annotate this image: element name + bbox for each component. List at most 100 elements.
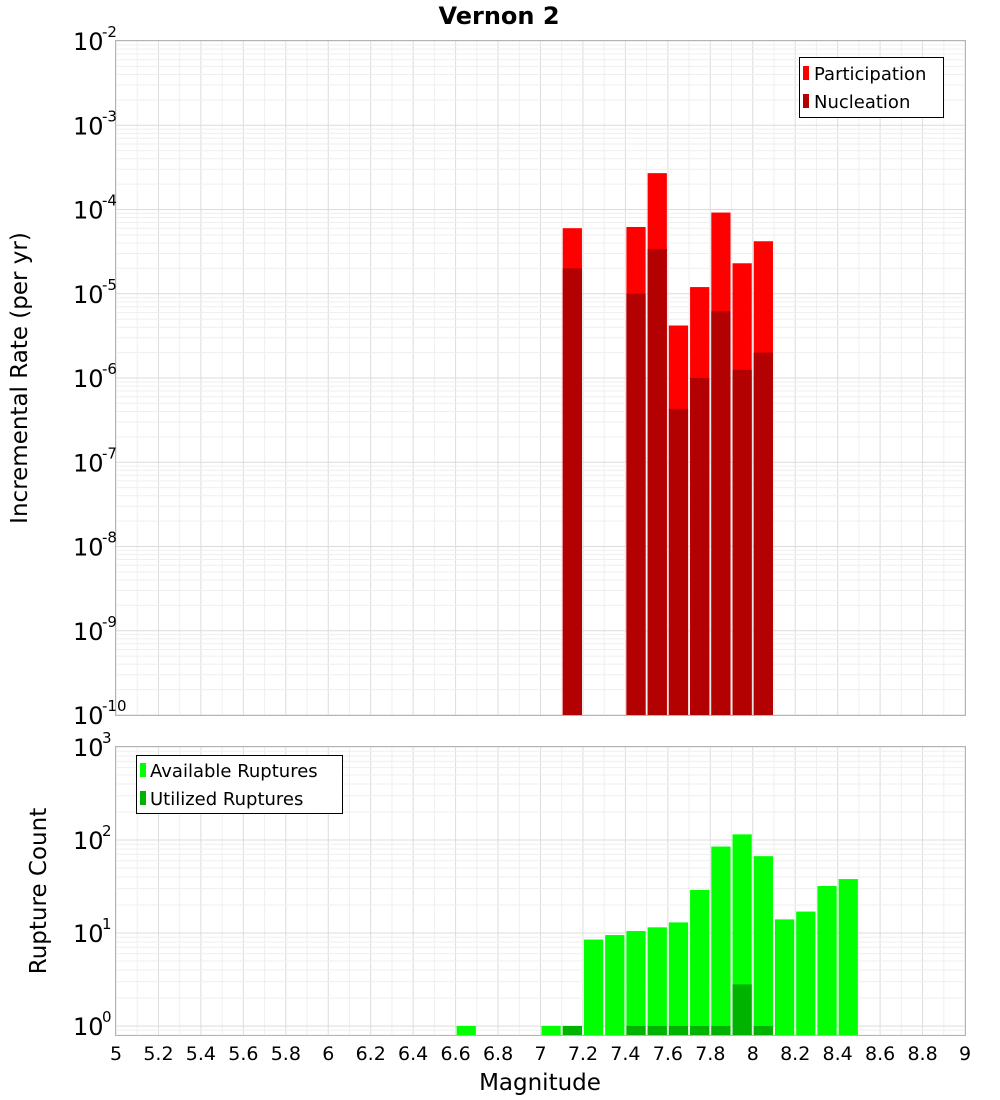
x-tick-label: 6.8 bbox=[483, 1043, 513, 1065]
bottom-y-tick-exponent: 1 bbox=[102, 915, 112, 933]
top-y-tick-label: 10-10 bbox=[73, 697, 127, 730]
top-y-tick-label: 10-7 bbox=[73, 444, 117, 477]
bottom-bar-utilized-ruptures bbox=[711, 1025, 731, 1035]
x-tick-label: 8.2 bbox=[780, 1043, 810, 1065]
legend-nucleation-label: Nucleation bbox=[814, 92, 910, 113]
bottom-y-tick-exponent: 0 bbox=[102, 1008, 112, 1026]
bottom-bar-utilized-ruptures bbox=[690, 1025, 710, 1035]
top-plot-frame bbox=[115, 40, 966, 716]
x-tick-label: 8.8 bbox=[907, 1043, 937, 1065]
top-y-tick-label: 10-4 bbox=[73, 192, 117, 225]
x-tick-label: 7 bbox=[534, 1043, 546, 1065]
top-y-tick-base: 10 bbox=[73, 28, 104, 56]
x-tick-label: 8.4 bbox=[823, 1043, 853, 1065]
x-tick-labels: 5 5.2 5.4 5.6 5.8 6 6.2 6.4 6.6 6.8 7 7.2 7.4 7.6 7.8 8… bbox=[110, 1043, 971, 1065]
top-y-tick-base: 10 bbox=[73, 449, 104, 477]
bottom-y-axis-label: Rupture Count bbox=[26, 808, 52, 974]
bottom-y-tick-label: 101 bbox=[73, 915, 112, 948]
top-y-tick-base: 10 bbox=[73, 281, 104, 309]
bottom-y-tick-base: 10 bbox=[73, 920, 104, 948]
top-y-tick-base: 10 bbox=[73, 197, 104, 225]
bottom-bar-available-ruptures bbox=[605, 935, 625, 1035]
top-bar-nucleation bbox=[753, 352, 773, 715]
bottom-bar-available-ruptures bbox=[456, 1025, 476, 1035]
bottom-bar-available-ruptures bbox=[690, 889, 710, 1035]
chart-title: Vernon 2 bbox=[438, 2, 559, 30]
bottom-bar-available-ruptures bbox=[626, 931, 646, 1035]
top-y-tick-exponent: -8 bbox=[102, 529, 117, 547]
x-tick-label: 6.4 bbox=[398, 1043, 428, 1065]
top-y-tick-exponent: -10 bbox=[102, 697, 127, 715]
legend-available-ruptures-swatch bbox=[140, 763, 146, 777]
bottom-legend: Available Ruptures Utilized Ruptures bbox=[136, 755, 343, 814]
top-bar-nucleation bbox=[690, 378, 710, 715]
legend-available-ruptures-label: Available Ruptures bbox=[150, 761, 318, 782]
top-y-tick-exponent: -9 bbox=[102, 613, 117, 631]
bottom-bar-available-ruptures bbox=[711, 846, 731, 1035]
top-bar-nucleation bbox=[562, 268, 582, 715]
top-y-tick-label: 10-8 bbox=[73, 529, 117, 562]
top-bar-nucleation bbox=[626, 293, 646, 715]
top-legend: Participation Nucleation bbox=[799, 57, 944, 118]
bottom-bar-available-ruptures bbox=[796, 911, 816, 1035]
bottom-bar-available-ruptures bbox=[774, 919, 795, 1035]
x-tick-label: 7.4 bbox=[610, 1043, 640, 1065]
bottom-bar-available-ruptures bbox=[753, 856, 773, 1035]
x-tick-label: 8.6 bbox=[865, 1043, 895, 1065]
x-tick-label: 5.4 bbox=[186, 1043, 216, 1065]
bottom-plot-frame bbox=[115, 746, 966, 1036]
top-y-tick-exponent: -4 bbox=[102, 192, 117, 210]
bottom-bar-available-ruptures bbox=[647, 927, 667, 1035]
x-tick-label: 6 bbox=[322, 1043, 334, 1065]
top-y-tick-exponent: -3 bbox=[102, 107, 117, 125]
top-y-axis-label: Incremental Rate (per yr) bbox=[7, 232, 33, 524]
bottom-y-tick-label: 102 bbox=[73, 822, 112, 855]
top-y-tick-exponent: -7 bbox=[102, 444, 117, 462]
bottom-bar-utilized-ruptures bbox=[753, 1025, 773, 1035]
bottom-y-tick-base: 10 bbox=[73, 827, 104, 855]
top-bar-nucleation bbox=[711, 311, 731, 715]
x-axis-label: Magnitude bbox=[479, 1070, 601, 1096]
x-tick-label: 6.2 bbox=[356, 1043, 386, 1065]
top-y-tick-exponent: -2 bbox=[102, 23, 117, 41]
top-bars bbox=[562, 173, 773, 716]
top-y-tick-label: 10-2 bbox=[73, 23, 117, 56]
top-y-tick-exponent: -5 bbox=[102, 276, 117, 294]
x-tick-label: 6.6 bbox=[440, 1043, 470, 1065]
bottom-bar-utilized-ruptures bbox=[732, 984, 752, 1035]
top-bar-nucleation bbox=[732, 369, 752, 715]
legend-participation-label: Participation bbox=[814, 64, 926, 85]
bottom-bar-available-ruptures bbox=[817, 886, 837, 1035]
x-tick-label: 5.8 bbox=[271, 1043, 301, 1065]
bottom-bar-available-ruptures bbox=[583, 939, 604, 1035]
bottom-y-tick-base: 10 bbox=[73, 1013, 104, 1041]
bottom-bar-utilized-ruptures bbox=[668, 1025, 689, 1035]
bottom-bar-available-ruptures bbox=[668, 922, 689, 1035]
legend-utilized-ruptures-label: Utilized Ruptures bbox=[150, 789, 303, 810]
bottom-y-tick-label: 100 bbox=[73, 1008, 112, 1041]
x-tick-label: 5.6 bbox=[228, 1043, 258, 1065]
x-tick-label: 8 bbox=[747, 1043, 759, 1065]
top-y-tick-base: 10 bbox=[73, 112, 104, 140]
x-tick-label: 7.6 bbox=[653, 1043, 683, 1065]
top-legend-box bbox=[799, 57, 944, 118]
x-tick-label: 9 bbox=[959, 1043, 971, 1065]
bottom-bar-utilized-ruptures bbox=[562, 1025, 582, 1035]
legend-nucleation-swatch bbox=[803, 94, 809, 108]
top-y-tick-label: 10-3 bbox=[73, 107, 117, 140]
top-y-tick-label: 10-6 bbox=[73, 360, 117, 393]
top-y-tick-base: 10 bbox=[73, 618, 104, 646]
top-y-tick-label: 10-9 bbox=[73, 613, 117, 646]
bottom-bar-available-ruptures bbox=[838, 879, 858, 1035]
legend-utilized-ruptures-swatch bbox=[140, 791, 146, 805]
top-y-tick-base: 10 bbox=[73, 365, 104, 393]
top-y-tick-base: 10 bbox=[73, 702, 104, 730]
bottom-bar-utilized-ruptures bbox=[647, 1025, 667, 1035]
top-bar-nucleation bbox=[647, 248, 667, 715]
legend-participation-swatch bbox=[803, 66, 809, 80]
